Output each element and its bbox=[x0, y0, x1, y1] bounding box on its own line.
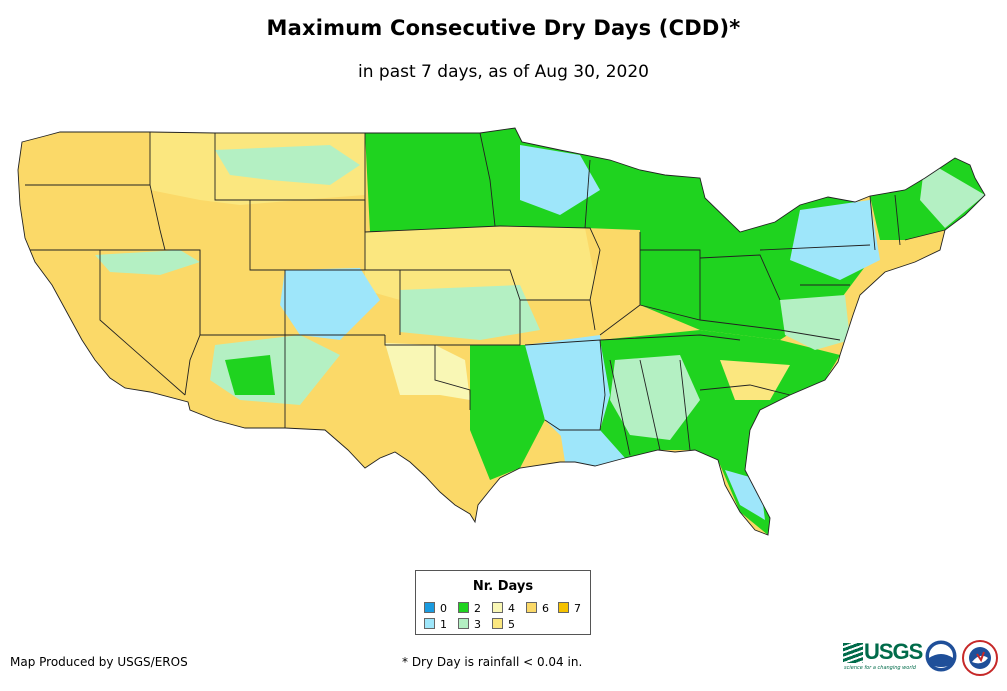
legend-swatch-1 bbox=[424, 618, 435, 629]
legend-label-3: 3 bbox=[474, 618, 481, 631]
legend-item-0: 0 bbox=[424, 602, 447, 615]
legend-item-5: 5 bbox=[492, 618, 515, 631]
map-title: Maximum Consecutive Dry Days (CDD)* bbox=[266, 16, 741, 40]
legend-item-1: 1 bbox=[424, 618, 447, 631]
usgs-logo-icon: USGS science for a changing world bbox=[843, 639, 923, 671]
legend-swatch-2 bbox=[458, 602, 469, 613]
usgs-tagline: science for a changing world bbox=[844, 665, 916, 671]
legend-title: Nr. Days bbox=[472, 579, 534, 594]
legend-swatch-0 bbox=[424, 602, 435, 613]
dry-day-note: * Dry Day is rainfall < 0.04 in. bbox=[402, 655, 583, 669]
legend-label-7: 7 bbox=[574, 602, 581, 615]
usgs-logo-text: USGS bbox=[864, 639, 923, 664]
legend-label-5: 5 bbox=[508, 618, 515, 631]
cdd-raster bbox=[18, 128, 985, 535]
legend-item-3: 3 bbox=[458, 618, 481, 631]
legend-label-6: 6 bbox=[542, 602, 549, 615]
usgs-mark bbox=[843, 643, 863, 663]
nws-logo-icon bbox=[962, 640, 998, 676]
legend-swatch-6 bbox=[526, 602, 537, 613]
noaa-logo-icon: noaa bbox=[925, 640, 957, 672]
legend-label-0: 0 bbox=[440, 602, 447, 615]
legend-label-2: 2 bbox=[474, 602, 481, 615]
legend: Nr. Days 0 1 2 3 4 5 6 7 bbox=[415, 570, 591, 635]
legend-swatch-3 bbox=[458, 618, 469, 629]
legend-label-1: 1 bbox=[440, 618, 447, 631]
map-subtitle: in past 7 days, as of Aug 30, 2020 bbox=[358, 62, 649, 82]
legend-swatch-7 bbox=[558, 602, 569, 613]
legend-item-7: 7 bbox=[558, 602, 581, 615]
state-boundaries bbox=[17, 127, 986, 536]
legend-swatch-4 bbox=[492, 602, 503, 613]
legend-item-2: 2 bbox=[458, 602, 481, 615]
legend-item-4: 4 bbox=[492, 602, 515, 615]
map-credit: Map Produced by USGS/EROS bbox=[10, 655, 188, 669]
legend-label-4: 4 bbox=[508, 602, 515, 615]
legend-item-6: 6 bbox=[526, 602, 549, 615]
noaa-logo-text: noaa bbox=[934, 654, 949, 661]
legend-swatch-5 bbox=[492, 618, 503, 629]
